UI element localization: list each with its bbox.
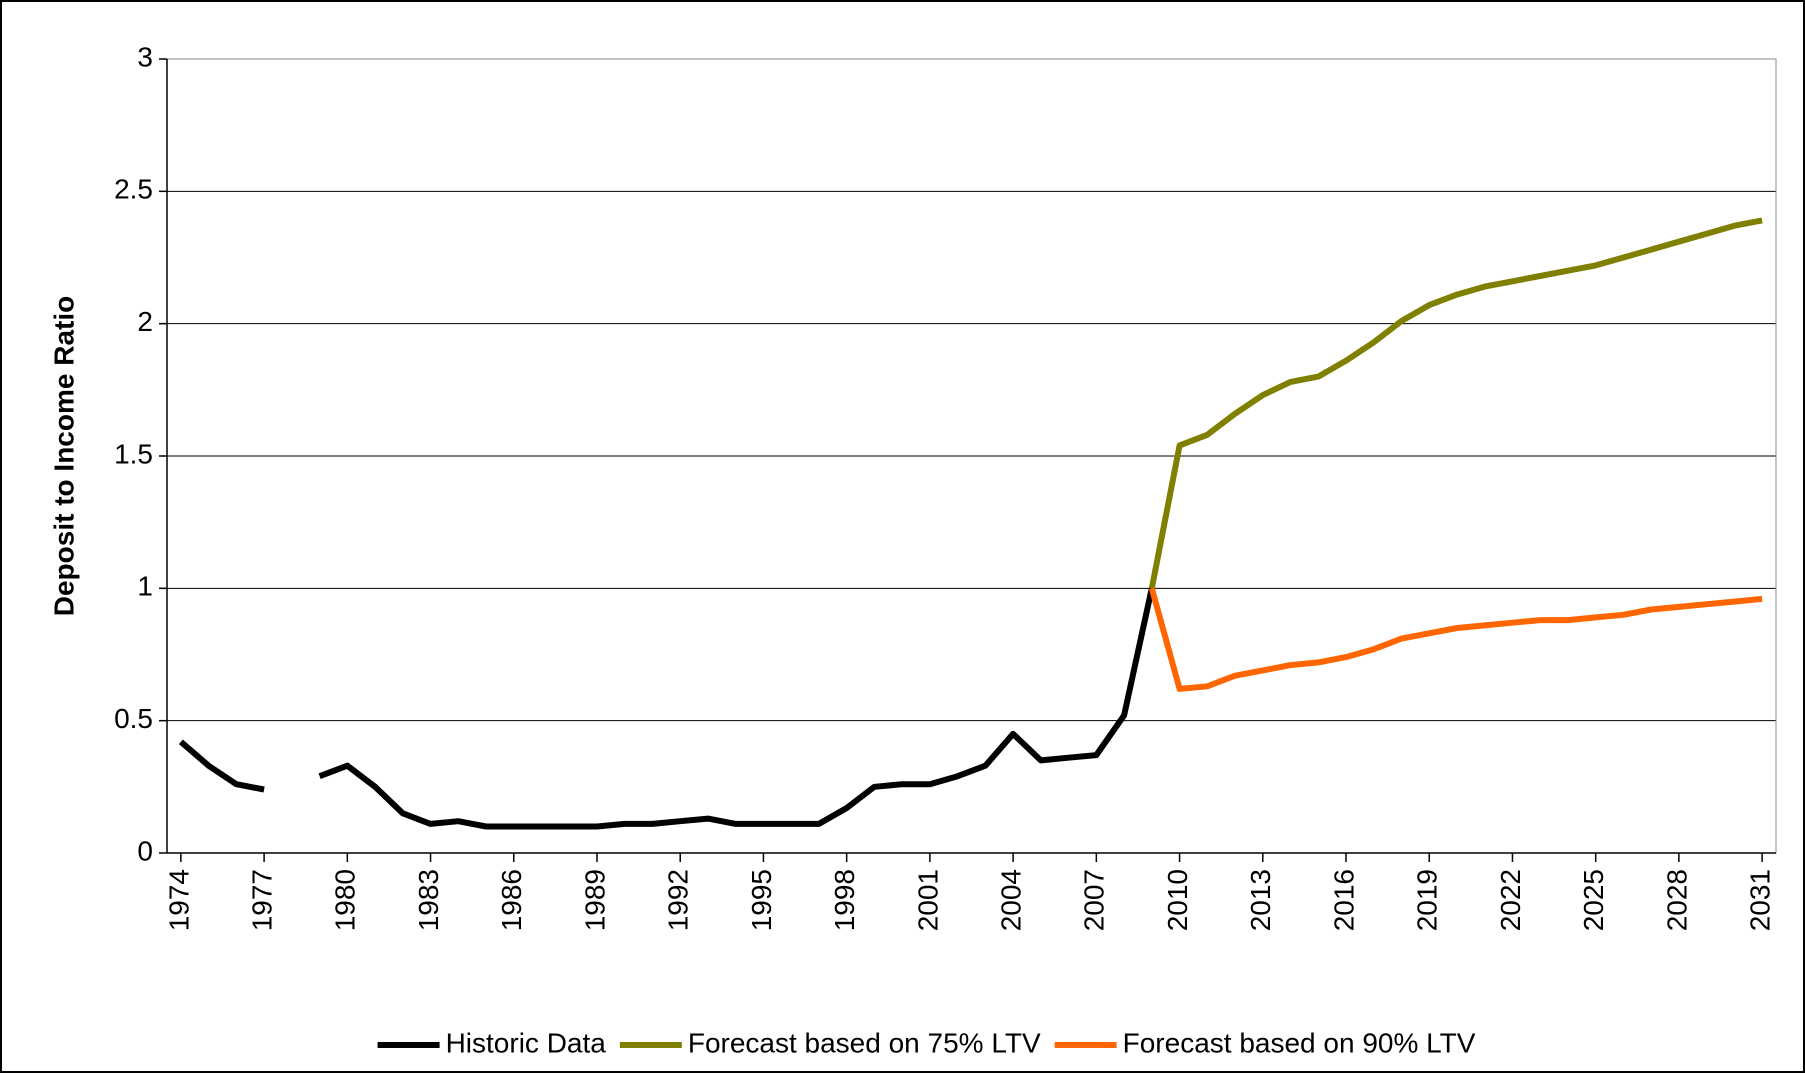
series-line xyxy=(1148,587,1763,692)
x-tick-label: 1974 xyxy=(163,869,194,931)
x-tick-label: 1977 xyxy=(246,869,277,931)
x-tick-label: 2013 xyxy=(1245,869,1276,931)
y-tick-label: 0 xyxy=(137,835,153,866)
x-tick-label: 2028 xyxy=(1661,869,1692,931)
x-tick-label: 1998 xyxy=(829,869,860,931)
legend-label: Forecast based on 75% LTV xyxy=(688,1027,1041,1058)
x-tick-label: 2022 xyxy=(1495,869,1526,931)
series-line xyxy=(178,587,1155,830)
y-tick-label: 3 xyxy=(137,41,153,72)
x-tick-label: 2019 xyxy=(1412,869,1443,931)
legend-label: Forecast based on 90% LTV xyxy=(1123,1027,1476,1058)
x-tick-label: 2007 xyxy=(1079,869,1110,931)
x-tick-label: 2001 xyxy=(912,869,943,931)
legend: Historic Data Forecast based on 75% LTV Fo… xyxy=(377,1027,1476,1058)
x-tick-label: 1992 xyxy=(663,869,694,931)
legend-label: Historic Data xyxy=(446,1027,607,1058)
y-tick-label: 2 xyxy=(137,306,153,337)
y-tick-label: 2.5 xyxy=(114,174,153,205)
x-tick-label: 2016 xyxy=(1328,869,1359,931)
x-tick-label: 1986 xyxy=(496,869,527,931)
x-tick-label: 1995 xyxy=(746,869,777,931)
y-tick-label: 0.5 xyxy=(114,703,153,734)
series-line xyxy=(1148,217,1763,589)
x-tick-label: 2025 xyxy=(1578,869,1609,931)
x-tick-label: 1983 xyxy=(413,869,444,931)
y-tick-label: 1 xyxy=(137,571,153,602)
x-tick-label: 2004 xyxy=(996,869,1027,931)
y-axis-title: Deposit to Income Ratio xyxy=(48,296,79,616)
x-tick-label: 1989 xyxy=(579,869,610,931)
x-tick-label: 2031 xyxy=(1745,869,1776,931)
x-tick-label: 1980 xyxy=(330,869,361,931)
y-tick-label: 1.5 xyxy=(114,438,153,469)
x-tick-label: 2010 xyxy=(1162,869,1193,931)
